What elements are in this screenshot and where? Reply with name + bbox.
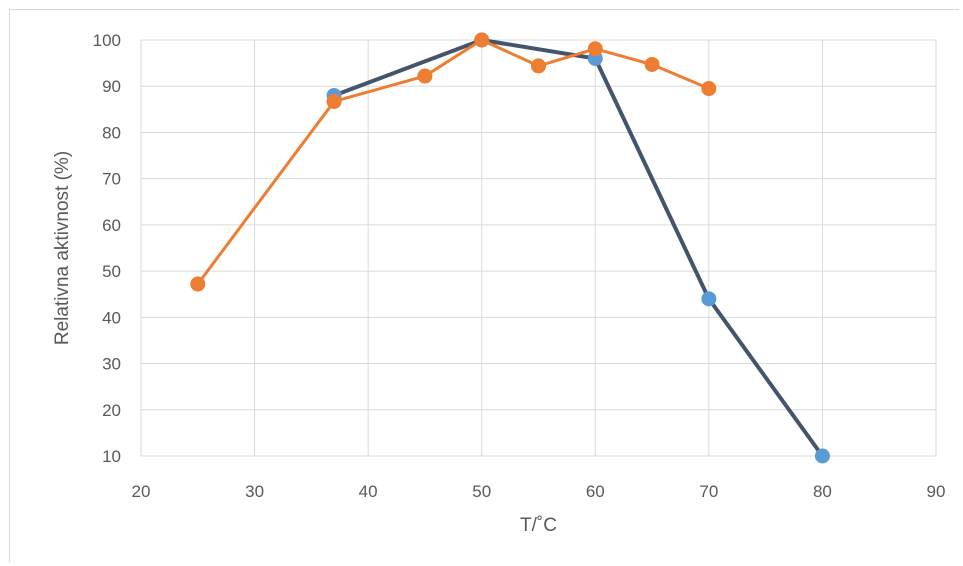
series-line bbox=[332, 38, 825, 458]
y-axis-ticks: 10 20 30 40 50 60 70 80 90 100 bbox=[93, 31, 121, 466]
x-tick-label: 90 bbox=[927, 482, 946, 501]
series-group bbox=[190, 32, 830, 464]
data-point bbox=[326, 93, 342, 109]
x-tick-label: 20 bbox=[132, 482, 151, 501]
chart-frame bbox=[9, 9, 959, 562]
x-tick-label: 40 bbox=[359, 482, 378, 501]
data-point bbox=[814, 448, 830, 464]
data-point bbox=[644, 56, 660, 72]
data-point bbox=[531, 58, 546, 74]
y-tick-label: 100 bbox=[93, 31, 121, 50]
grid bbox=[140, 39, 937, 457]
data-point bbox=[587, 41, 603, 57]
y-tick-label: 90 bbox=[102, 77, 121, 96]
series-2 bbox=[190, 32, 717, 292]
y-tick-label: 80 bbox=[102, 123, 121, 142]
y-tick-label: 20 bbox=[102, 401, 121, 420]
data-point bbox=[190, 276, 206, 292]
data-point bbox=[474, 32, 490, 48]
y-tick-label: 30 bbox=[102, 355, 121, 374]
data-point bbox=[417, 68, 433, 84]
y-axis-title: Relativna aktivnost (%) bbox=[52, 151, 73, 345]
x-tick-label: 50 bbox=[472, 482, 491, 501]
x-tick-label: 70 bbox=[699, 482, 718, 501]
series-1 bbox=[326, 32, 830, 464]
x-tick-label: 60 bbox=[586, 482, 605, 501]
y-tick-label: 70 bbox=[102, 170, 121, 189]
data-point bbox=[701, 81, 717, 97]
series-line bbox=[196, 38, 711, 286]
y-tick-label: 40 bbox=[102, 308, 121, 327]
y-tick-label: 10 bbox=[102, 447, 121, 466]
y-tick-label: 60 bbox=[102, 216, 121, 235]
x-tick-label: 80 bbox=[813, 482, 832, 501]
x-tick-label: 30 bbox=[245, 482, 264, 501]
data-point bbox=[701, 291, 717, 307]
x-axis-title: T/˚C bbox=[520, 515, 557, 536]
x-axis-ticks: 20 30 40 50 60 70 80 90 bbox=[132, 482, 946, 501]
y-tick-label: 50 bbox=[102, 262, 121, 281]
